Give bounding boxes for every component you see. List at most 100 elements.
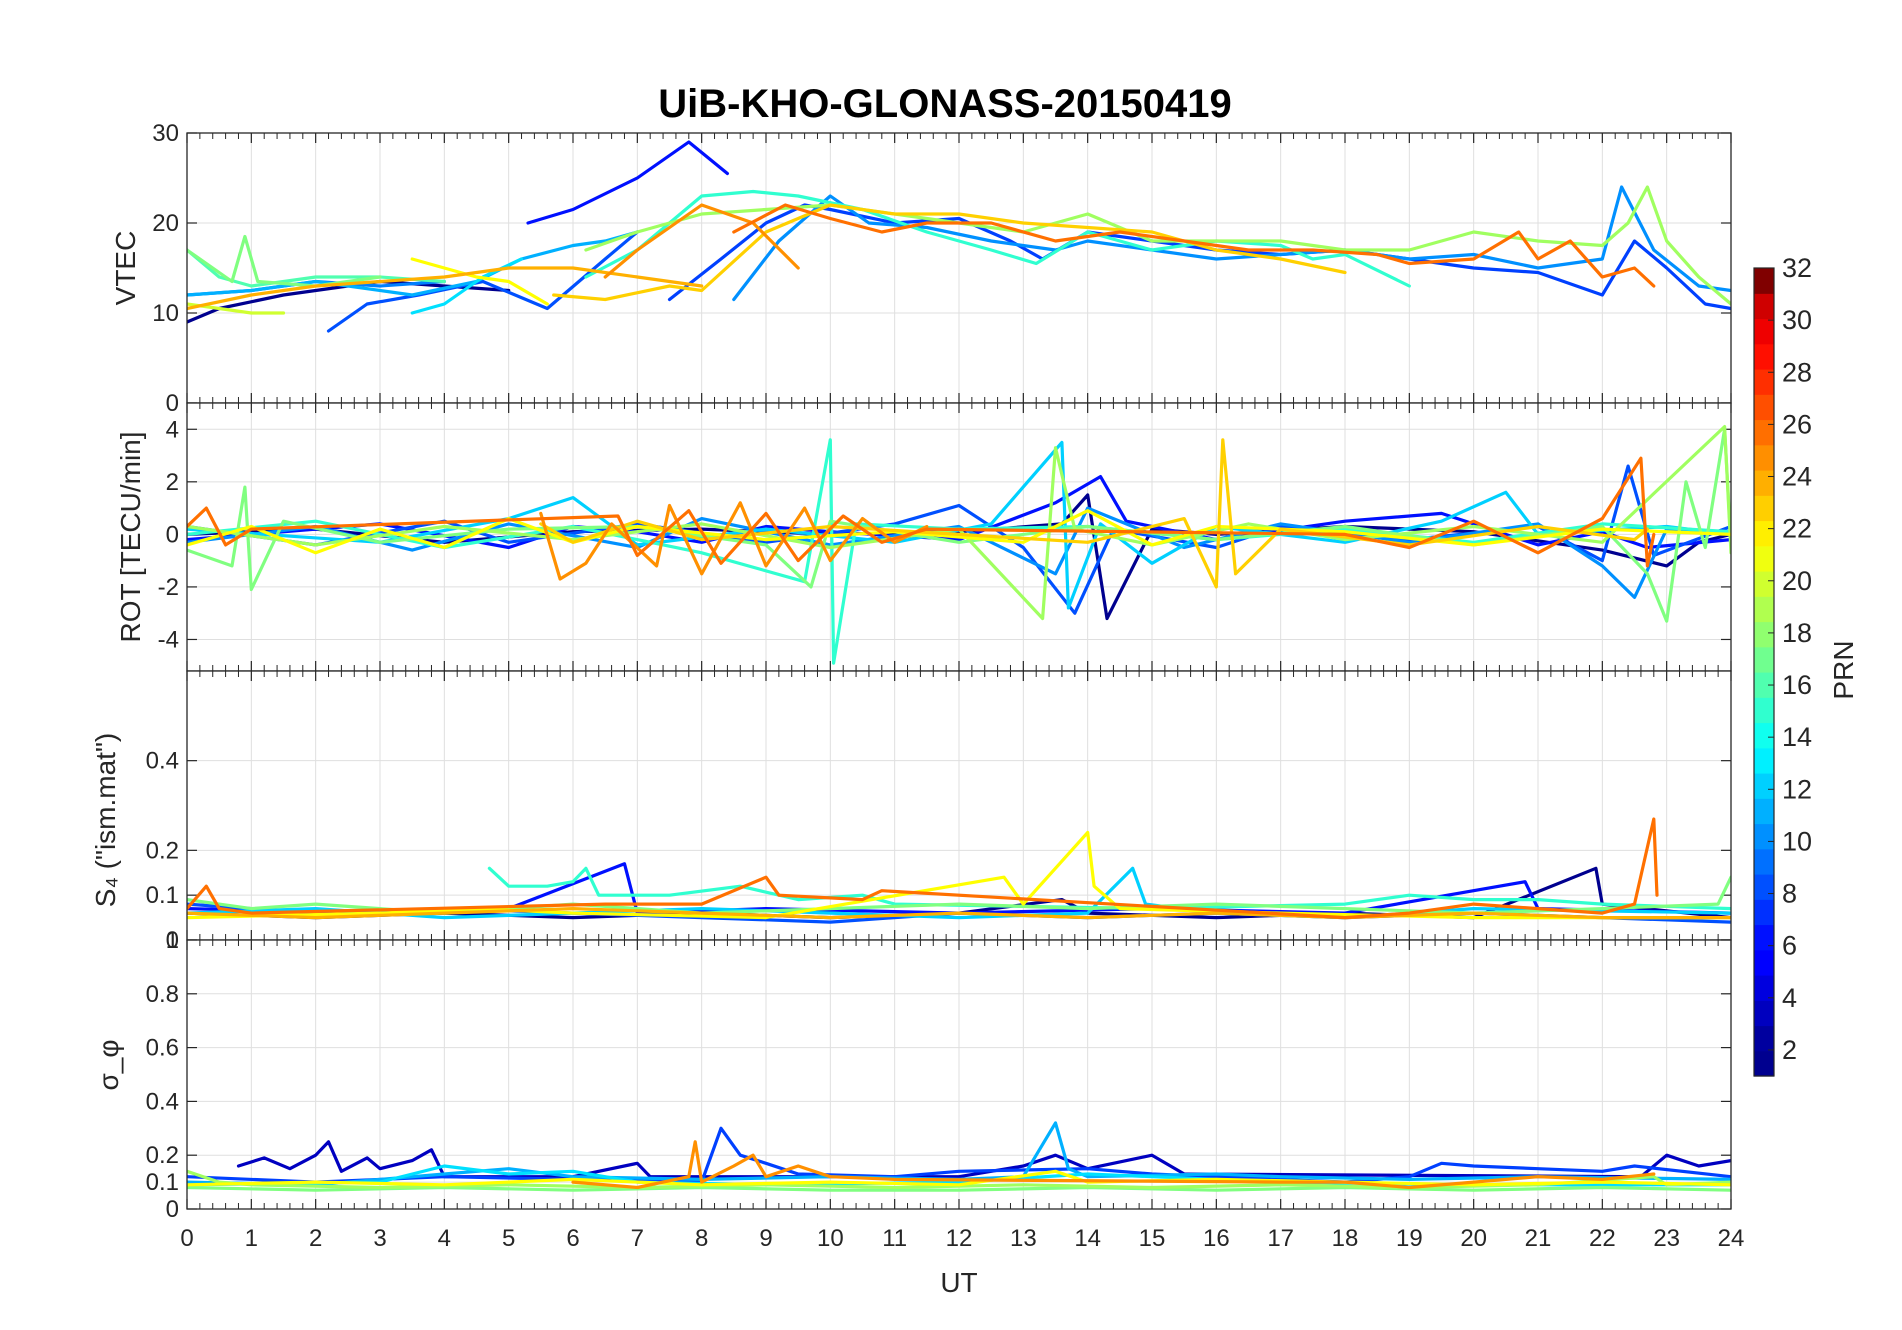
colorbar-segment <box>1754 924 1774 951</box>
colorbar-segment <box>1754 823 1774 850</box>
y-tick-label: -2 <box>158 574 179 601</box>
y-tick-label: 0 <box>166 1196 179 1223</box>
x-tick-label: 19 <box>1396 1225 1423 1252</box>
series-line-prn-22 <box>187 906 1731 920</box>
y-tick-label: 0.2 <box>146 1142 179 1169</box>
x-tick-label: 13 <box>1010 1225 1037 1252</box>
colorbar-segment <box>1754 798 1774 825</box>
x-tick-label: 2 <box>309 1225 322 1252</box>
colorbar-tick-label: 10 <box>1782 826 1812 856</box>
x-tick-label: 11 <box>882 1225 907 1252</box>
series-group <box>187 140 1731 333</box>
colorbar-segment <box>1754 747 1774 774</box>
series-line-prn-18 <box>187 425 1731 621</box>
colorbar-tick-label: 12 <box>1782 774 1812 804</box>
colorbar-tick-label: 32 <box>1782 253 1812 283</box>
colorbar-segment <box>1754 975 1774 1001</box>
colorbar-segment <box>1754 672 1774 698</box>
y-axis-label-vtec: VTEC <box>110 231 141 306</box>
panel-rot: -4 -2 0 2 4 ROT [TECU/min] <box>115 402 1732 672</box>
colorbar-tick-label: 28 <box>1782 357 1812 387</box>
x-tick-label: 21 <box>1525 1225 1552 1252</box>
y-tick-label: 0.4 <box>146 748 179 775</box>
colorbar-tick-label: 6 <box>1782 931 1797 961</box>
x-tick-label: 1 <box>245 1225 258 1252</box>
x-tick-label: 6 <box>566 1225 579 1252</box>
y-tick-label: 0.1 <box>146 1169 179 1196</box>
x-tick-label: 15 <box>1139 1225 1166 1252</box>
y-tick-label: 0.4 <box>146 1088 179 1115</box>
y-tick-label: 0 <box>166 390 179 417</box>
series-group <box>187 1121 1731 1192</box>
y-tick-label: 2 <box>166 469 179 496</box>
x-tick-label: 16 <box>1203 1225 1230 1252</box>
x-tick-label: 9 <box>759 1225 772 1252</box>
colorbar-tick-label: 14 <box>1782 722 1812 752</box>
series-line-prn-19 <box>187 302 286 315</box>
y-tick-label: 0 <box>166 521 179 548</box>
y-axis-label-s4: S₄ ("ism.mat") <box>90 733 121 907</box>
y-tick-label: 10 <box>152 300 179 327</box>
y-tick-label: 0.1 <box>146 882 179 909</box>
series-line-prn-12 <box>187 440 1731 610</box>
colorbar-tick-label: 2 <box>1782 1035 1797 1065</box>
colorbar-segment <box>1754 571 1774 597</box>
series-line-prn-21 <box>552 203 1347 302</box>
colorbar-tick-label: 4 <box>1782 983 1797 1013</box>
colorbar-segment <box>1754 874 1774 900</box>
y-tick-label: 0 <box>166 927 179 954</box>
colorbar-segment <box>1754 470 1774 496</box>
x-axis: 0 1 2 3 4 5 6 7 8 9 10 11 12 13 14 15 16 17 18 19 20 21 22 23 24 <box>180 1225 1744 1252</box>
colorbar-segment <box>1754 293 1774 320</box>
colorbar-tick-label: 26 <box>1782 409 1812 439</box>
colorbar-tick-label: 24 <box>1782 462 1812 492</box>
y-axis-label-rot: ROT [TECU/min] <box>115 431 146 642</box>
colorbar-segment <box>1754 1025 1774 1052</box>
series-group <box>187 425 1731 665</box>
x-tick-label: 17 <box>1267 1225 1294 1252</box>
colorbar-segment <box>1754 848 1774 875</box>
x-tick-label: 22 <box>1589 1225 1616 1252</box>
series-line-prn-21 <box>539 438 1650 589</box>
y-tick-label: 1 <box>166 927 179 954</box>
colorbar-segment <box>1754 419 1774 446</box>
colorbar-segment <box>1754 621 1774 648</box>
colorbar-segment <box>1754 773 1774 799</box>
colorbar-segment <box>1754 369 1774 395</box>
colorbar-segment <box>1754 697 1774 724</box>
x-tick-label: 5 <box>502 1225 515 1252</box>
panel-sigma-phi: 00.10.20.40.60.81σ_φ <box>93 927 1732 1223</box>
y-tick-label: 0.2 <box>146 837 179 864</box>
y-tick-label: 0.8 <box>146 981 179 1008</box>
series-line-prn-22 <box>187 266 704 311</box>
series-line-prn-4 <box>526 140 730 225</box>
x-tick-label: 18 <box>1332 1225 1359 1252</box>
series-group <box>187 817 1731 924</box>
x-tick-label: 23 <box>1653 1225 1680 1252</box>
series-line-prn-20 <box>410 257 549 306</box>
y-tick-label: 0.6 <box>146 1035 179 1062</box>
x-tick-label: 8 <box>695 1225 708 1252</box>
series-line-prn-8 <box>187 464 1731 615</box>
colorbar-tick-label: 30 <box>1782 305 1812 335</box>
colorbar-segment <box>1754 1050 1774 1077</box>
x-tick-label: 3 <box>373 1225 386 1252</box>
colorbar-segment <box>1754 520 1774 547</box>
x-tick-label: 7 <box>631 1225 644 1252</box>
colorbar-segment <box>1754 1000 1774 1027</box>
panel-s4: 0 0.1 0.2 0.4 S₄ ("ism.mat") <box>90 670 1732 954</box>
series-line-prn-20 <box>187 509 1731 555</box>
y-tick-label: 4 <box>166 416 179 443</box>
colorbar-segment <box>1754 318 1774 345</box>
colorbar-tick-label: 16 <box>1782 670 1812 700</box>
series-line-prn-10 <box>732 185 1731 302</box>
x-tick-label: 4 <box>438 1225 451 1252</box>
y-tick-label: 20 <box>152 210 179 237</box>
colorbar-segment <box>1754 343 1774 370</box>
colorbar-segment <box>1754 899 1774 926</box>
x-tick-label: 12 <box>946 1225 973 1252</box>
colorbar-segment <box>1754 722 1774 749</box>
x-tick-label: 0 <box>180 1225 193 1252</box>
